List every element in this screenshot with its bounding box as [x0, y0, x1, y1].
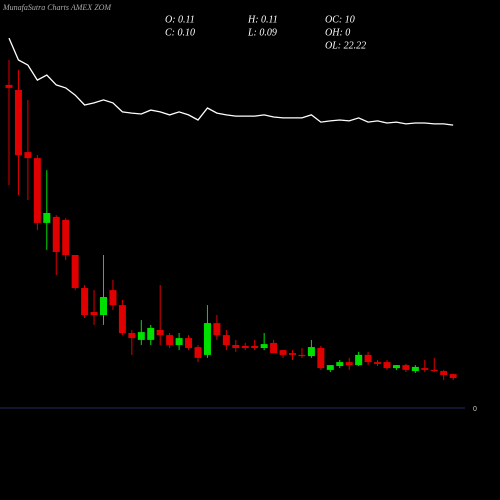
ohlc-stat: OC: 10	[325, 14, 355, 25]
candle-body	[345, 362, 353, 366]
candle-body	[62, 219, 70, 255]
candle-body	[364, 354, 372, 363]
candle-body	[326, 365, 334, 370]
candle-body	[232, 345, 240, 348]
candle-body	[307, 347, 315, 357]
candle-body	[392, 365, 400, 369]
candle-body	[213, 323, 221, 336]
ohlc-stat: C: 0.10	[165, 27, 195, 38]
candle-body	[421, 368, 429, 370]
ohlc-stat: H: 0.11	[247, 14, 278, 25]
candle-body	[222, 335, 230, 345]
y-tick-label: 0	[473, 406, 477, 413]
candle-body	[90, 312, 98, 315]
candle-body	[81, 288, 89, 315]
candle-body	[166, 335, 174, 345]
chart-title: MunafaSutra Charts AMEX ZOM	[2, 3, 112, 12]
candle-body	[109, 290, 117, 306]
candle-body	[440, 371, 448, 375]
candle-body	[241, 345, 249, 348]
candle-body	[374, 362, 382, 364]
candle-body	[449, 374, 457, 378]
candle-body	[118, 305, 126, 333]
candle-body	[270, 342, 278, 354]
candle-body	[383, 362, 391, 369]
candle-body	[147, 327, 155, 340]
candle-body	[251, 345, 259, 348]
overlay-line	[8, 37, 454, 126]
candle-body	[260, 344, 268, 348]
candle-body	[203, 323, 211, 355]
candle-body	[128, 333, 136, 339]
candle-body	[156, 330, 164, 336]
candle-body	[14, 90, 22, 156]
ohlc-stat: L: 0.09	[247, 27, 277, 38]
candle-body	[5, 84, 13, 88]
candle-body	[355, 354, 363, 366]
candle-body	[402, 365, 410, 370]
candle-body	[185, 338, 193, 348]
candle-body	[100, 297, 107, 315]
candle-body	[175, 338, 183, 345]
ohlc-stat: O: 0.11	[165, 14, 195, 25]
candle-body	[52, 216, 60, 252]
candle-body	[289, 353, 296, 355]
candle-body	[336, 362, 344, 366]
candle-body	[43, 213, 51, 223]
candle-body	[279, 350, 287, 355]
candle-body	[430, 369, 438, 372]
candle-body	[33, 158, 41, 223]
candle-body	[194, 347, 202, 358]
candle-body	[24, 152, 32, 159]
ohlc-stat: OL: 22.22	[325, 40, 366, 51]
candle-body	[71, 255, 79, 288]
candle-body	[137, 332, 145, 340]
ohlc-stat: OH: 0	[325, 27, 350, 38]
candle-body	[298, 354, 306, 357]
candle-body	[411, 366, 419, 372]
candle-body	[317, 348, 325, 369]
